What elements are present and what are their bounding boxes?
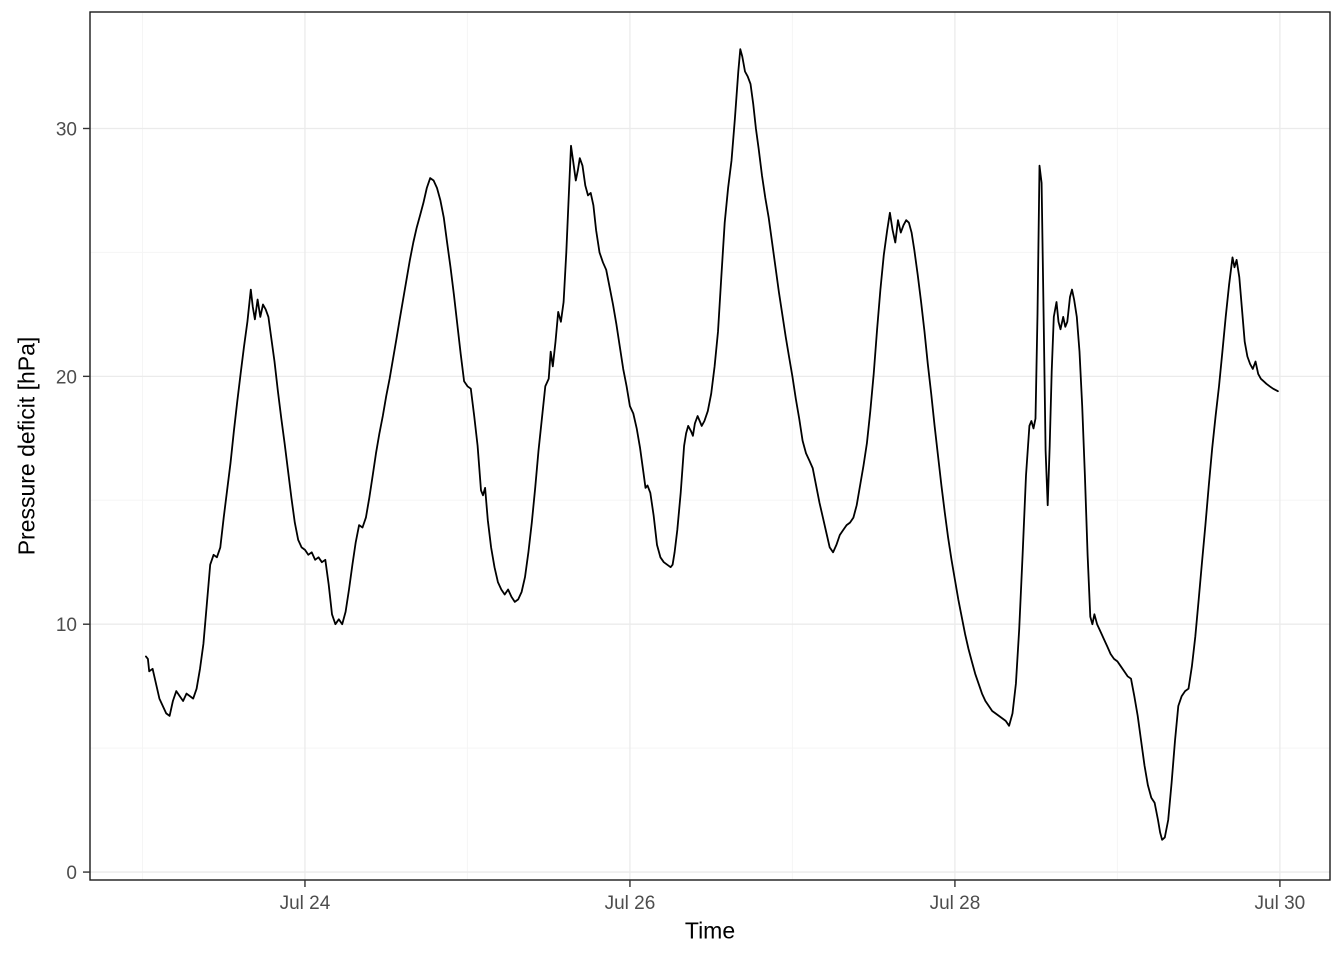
y-axis-title: Pressure deficit [hPa] (13, 336, 40, 556)
x-axis-title: Time (684, 917, 736, 944)
x-tick-label: Jul 30 (1255, 893, 1306, 914)
x-tick-label: Jul 24 (280, 893, 331, 914)
plot-panel (90, 12, 1330, 880)
y-tick-label: 0 (66, 863, 77, 884)
x-tick-label: Jul 26 (605, 893, 656, 914)
y-tick-label: 10 (56, 615, 77, 636)
y-tick-label: 20 (56, 367, 77, 388)
y-tick-label: 30 (56, 119, 77, 140)
panel-border (89, 11, 1331, 881)
x-tick-label: Jul 28 (930, 893, 981, 914)
pressure-deficit-line (145, 48, 1279, 841)
